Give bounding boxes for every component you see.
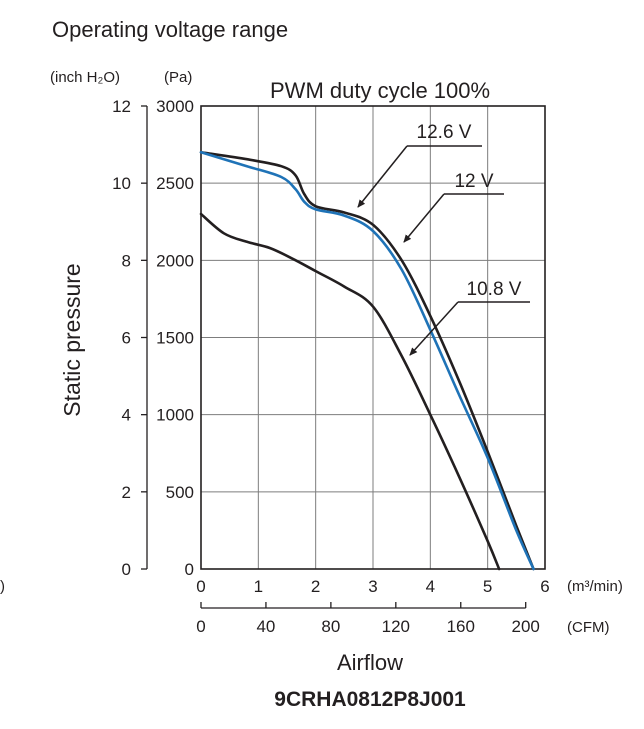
inch-h2o-axis: 0 2 4 6 8 10 12 [112,97,148,579]
y-unit-inch-label: (inch H₂O) [50,69,120,86]
annotation-12-6v: 12.6 V [357,122,482,208]
x-axis-label: Airflow [337,650,403,675]
pa-tick-label: 1000 [156,406,194,425]
grid-lines [201,106,545,569]
cfm-tick-label: 40 [256,617,275,636]
series-12-6v-line [199,151,535,571]
model-number: 9CRHA0812P8J001 [274,688,466,711]
stray-unit-fragment: ) [0,578,5,595]
annotation-12-6v-arrow [357,145,408,208]
pa-tick-label: 0 [185,560,194,579]
m3min-tick-label: 4 [426,577,435,596]
y-axis-label: Static pressure [59,263,85,416]
annotation-10-8v-label: 10.8 V [467,279,522,300]
cfm-axis: 0 40 80 120 160 200 [196,602,540,636]
inch-tick-label: 2 [122,483,131,502]
annotation-12-6v-label: 12.6 V [417,122,472,143]
x-unit-cfm-label: (CFM) [567,619,609,636]
cfm-tick-label: 160 [447,617,475,636]
inch-tick-label: 12 [112,97,131,116]
series-curves [199,151,535,571]
m3min-tick-label: 6 [540,577,549,596]
annotation-12v-arrow [403,193,445,243]
inch-tick-label: 6 [122,329,131,348]
inch-tick-label: 8 [122,251,131,270]
cfm-tick-label: 0 [196,617,205,636]
pa-tick-label: 1500 [156,329,194,348]
chart-title: PWM duty cycle 100% [270,78,490,103]
pa-tick-label: 2000 [156,251,194,270]
annotation-12v: 12 V [403,171,504,243]
x-unit-m3min-label: (m³/min) [567,578,623,595]
pa-tick-label: 500 [166,483,194,502]
inch-tick-label: 4 [122,406,131,425]
series-12v-line [199,151,535,571]
inch-tick-label: 0 [122,560,131,579]
pa-tick-label: 3000 [156,97,194,116]
m3min-tick-label: 0 [196,577,205,596]
m3min-tick-label: 3 [368,577,377,596]
cfm-tick-label: 200 [512,617,540,636]
plot-frame [200,105,546,570]
m3min-tick-label: 2 [311,577,320,596]
m3min-tick-labels: 0 1 2 3 4 5 6 [196,577,549,596]
series-10-8v-line [199,212,501,571]
m3min-tick-label: 5 [483,577,492,596]
cfm-tick-label: 80 [321,617,340,636]
annotation-12v-label: 12 V [454,171,493,192]
pa-tick-labels: 0 500 1000 1500 2000 2500 3000 [156,97,194,579]
annotation-10-8v-arrow [409,301,459,356]
cfm-tick-label: 120 [382,617,410,636]
page-title: Operating voltage range [52,17,288,42]
pa-tick-label: 2500 [156,174,194,193]
annotation-10-8v: 10.8 V [409,279,530,356]
y-unit-pa-label: (Pa) [164,69,192,86]
m3min-tick-label: 1 [254,577,263,596]
inch-tick-label: 10 [112,174,131,193]
